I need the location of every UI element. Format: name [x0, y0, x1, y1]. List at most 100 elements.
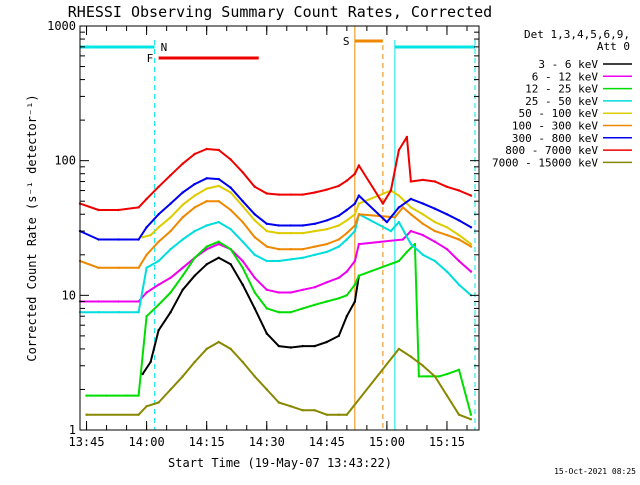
data-point-100-300-kev — [301, 248, 304, 251]
data-point-6-12-kev — [145, 291, 148, 294]
data-point-50-100-kev — [445, 226, 449, 229]
data-point-50-100-kev — [353, 213, 357, 216]
data-point-6-12-kev — [253, 276, 256, 279]
data-point-800-7000-kev — [389, 189, 393, 192]
data-point-100-300-kev — [313, 245, 316, 248]
data-point-12-25-kev — [205, 245, 208, 248]
data-point-6-12-kev — [301, 288, 304, 291]
flare-flag-label: F — [147, 52, 154, 65]
legend-label-7000-15000-kev: 7000 - 15000 keV — [492, 156, 598, 169]
data-point-7000-15000-kev — [433, 375, 437, 378]
data-point-25-50-kev — [301, 256, 304, 259]
data-point-800-7000-kev — [137, 206, 140, 209]
data-point-3-6-kev — [345, 315, 348, 318]
data-point-25-50-kev — [157, 259, 160, 263]
data-point-800-7000-kev — [277, 193, 280, 196]
data-point-12-25-kev — [425, 375, 429, 378]
data-point-50-100-kev — [277, 231, 280, 235]
series-line-100-300-kev — [79, 200, 472, 269]
data-point-12-25-kev — [337, 297, 340, 300]
data-point-50-100-kev — [357, 202, 361, 205]
data-point-100-300-kev — [137, 266, 140, 269]
data-point-300-800-kev — [253, 213, 256, 216]
data-point-7000-15000-kev — [337, 413, 340, 416]
y-tick-label-0: 1 — [69, 423, 76, 437]
legend-label-300-800-kev: 300 - 800 keV — [512, 132, 598, 145]
data-point-25-50-kev — [229, 228, 232, 231]
data-point-7000-15000-kev — [421, 364, 425, 367]
data-point-12-25-kev — [181, 274, 184, 277]
data-point-6-12-kev — [325, 281, 328, 284]
data-point-7000-15000-kev — [229, 347, 232, 351]
data-point-7000-15000-kev — [409, 355, 413, 358]
data-point-100-300-kev — [205, 200, 208, 203]
data-point-300-800-kev — [137, 238, 140, 241]
data-point-12-25-kev — [277, 311, 280, 314]
data-point-300-800-kev — [385, 220, 389, 224]
data-point-25-50-kev — [433, 259, 437, 263]
data-point-12-25-kev — [125, 394, 128, 397]
data-point-12-25-kev — [325, 300, 328, 303]
data-point-100-300-kev — [401, 206, 405, 209]
data-point-50-100-kev — [337, 224, 340, 227]
series-line-7000-15000-kev — [86, 341, 472, 421]
series-line-800-7000-kev — [79, 136, 472, 211]
data-point-12-25-kev — [313, 303, 316, 306]
data-point-12-25-kev — [145, 315, 148, 318]
data-point-800-7000-kev — [445, 185, 449, 188]
data-point-3-6-kev — [169, 311, 172, 314]
data-point-300-800-kev — [301, 224, 304, 227]
data-point-12-25-kev — [445, 372, 449, 376]
data-point-7000-15000-kev — [345, 413, 348, 416]
data-point-25-50-kev — [421, 253, 425, 256]
data-point-6-12-kev — [433, 240, 437, 243]
data-point-25-50-kev — [181, 238, 184, 241]
data-point-25-50-kev — [97, 311, 100, 314]
data-point-25-50-kev — [265, 259, 268, 263]
data-point-300-800-kev — [325, 219, 328, 222]
data-point-50-100-kev — [181, 203, 184, 206]
data-point-12-25-kev — [137, 394, 140, 397]
data-point-300-800-kev — [181, 191, 184, 194]
data-point-300-800-kev — [241, 200, 244, 203]
data-point-3-6-kev — [301, 344, 304, 348]
data-point-50-100-kev — [409, 206, 413, 209]
legend-header-0: Det 1,3,4,5,6,9, — [524, 28, 630, 41]
data-point-800-7000-kev — [337, 184, 340, 188]
data-point-7000-15000-kev — [253, 375, 256, 378]
data-point-12-25-kev — [265, 307, 268, 310]
data-point-50-100-kev — [301, 231, 304, 235]
data-point-100-300-kev — [469, 245, 473, 248]
data-point-100-300-kev — [217, 200, 220, 203]
data-point-25-50-kev — [345, 238, 348, 241]
data-point-6-12-kev — [337, 276, 340, 279]
data-point-12-25-kev — [413, 242, 417, 246]
data-point-100-300-kev — [277, 248, 280, 251]
data-point-100-300-kev — [409, 213, 413, 216]
data-point-100-300-kev — [445, 233, 449, 237]
data-point-50-100-kev — [241, 204, 244, 208]
data-point-7000-15000-kev — [169, 388, 172, 391]
data-point-6-12-kev — [313, 286, 316, 289]
series-line-300-800-kev — [79, 177, 472, 241]
data-point-300-800-kev — [397, 206, 401, 209]
data-point-300-800-kev — [469, 226, 473, 229]
data-point-800-7000-kev — [157, 185, 160, 188]
data-point-50-100-kev — [193, 194, 196, 197]
data-point-300-800-kev — [357, 194, 361, 197]
x-tick-label-5: 15:00 — [369, 435, 405, 449]
chart-title: RHESSI Observing Summary Count Rates, Co… — [68, 3, 492, 21]
data-point-7000-15000-kev — [157, 401, 160, 404]
data-point-25-50-kev — [217, 220, 220, 224]
data-point-12-25-kev — [241, 266, 244, 269]
data-point-800-7000-kev — [421, 178, 425, 182]
data-point-800-7000-kev — [181, 162, 184, 165]
data-point-6-12-kev — [357, 242, 361, 246]
data-point-800-7000-kev — [205, 147, 208, 151]
data-point-100-300-kev — [241, 220, 244, 224]
data-point-800-7000-kev — [117, 208, 120, 212]
data-point-6-12-kev — [241, 259, 244, 263]
data-point-300-800-kev — [193, 182, 196, 186]
data-point-800-7000-kev — [357, 164, 361, 167]
